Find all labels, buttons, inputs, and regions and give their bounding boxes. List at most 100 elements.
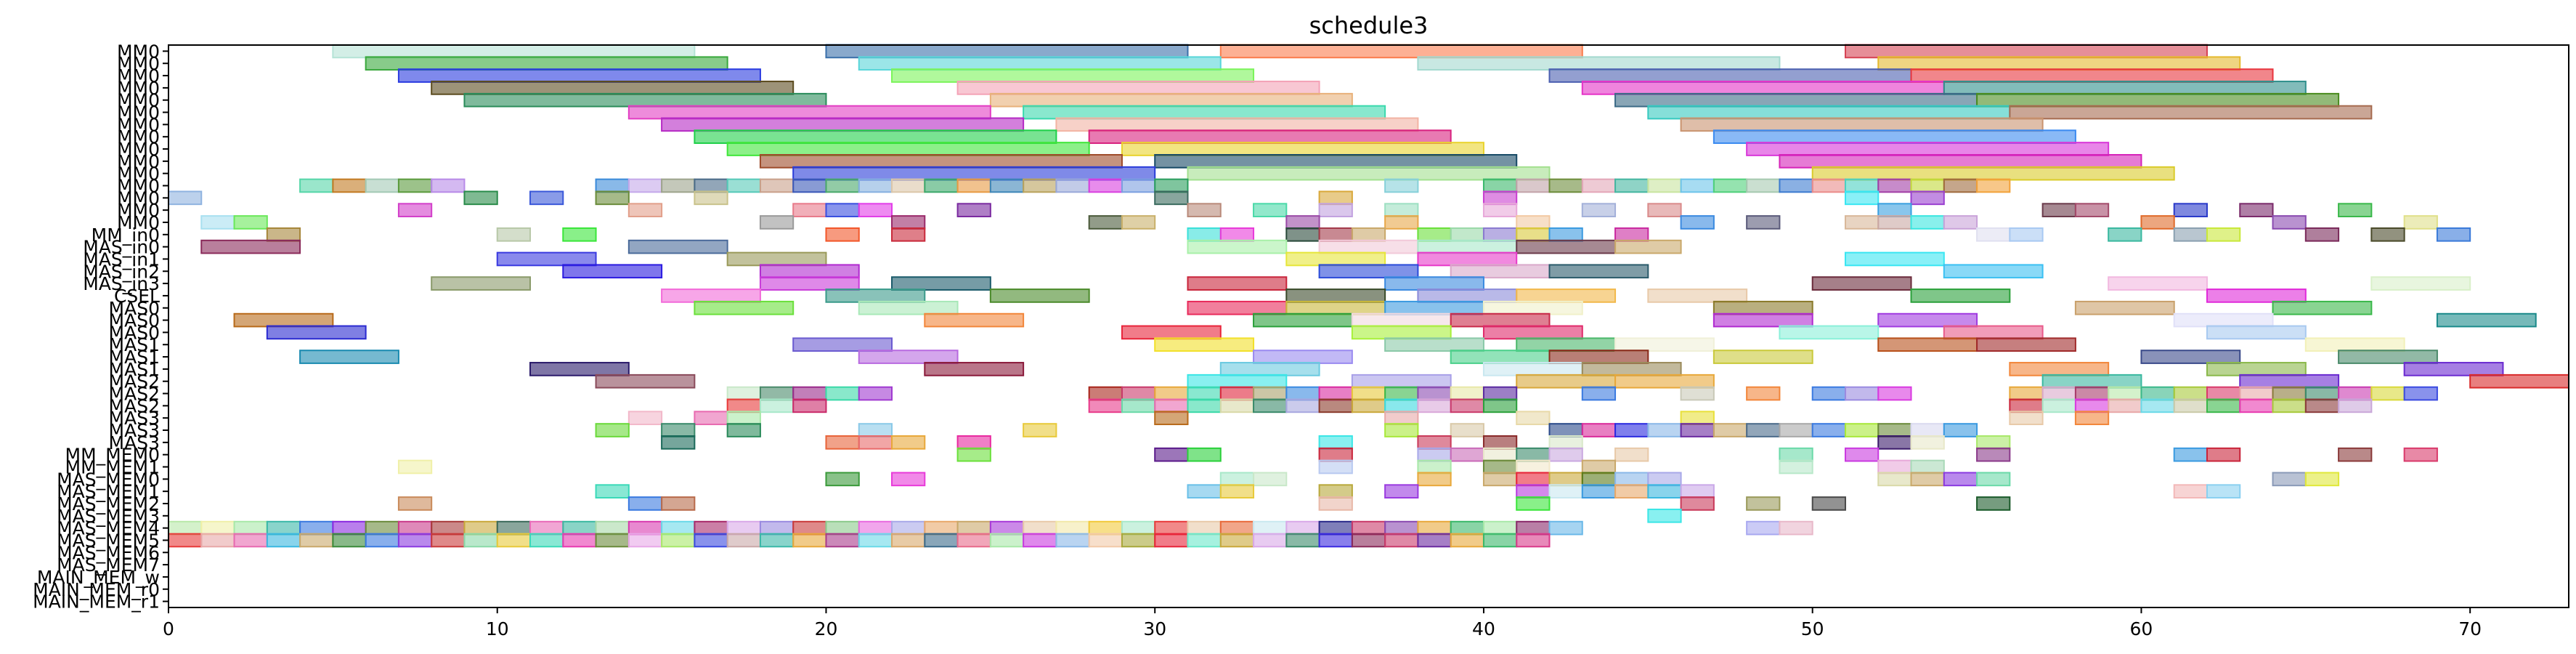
y-tick-label: MAS2 xyxy=(109,371,160,392)
task-bar xyxy=(1877,312,1978,328)
task-bar xyxy=(168,520,203,536)
task-bar xyxy=(1548,484,1583,498)
task-bar xyxy=(397,520,433,536)
task-bar xyxy=(1614,374,1715,389)
task-bar xyxy=(463,190,498,206)
task-bar xyxy=(1581,423,1617,437)
task-bar xyxy=(1417,239,1518,254)
task-bar xyxy=(1614,472,1649,487)
y-tick-label: CSEL xyxy=(114,286,160,307)
task-bar xyxy=(825,533,860,548)
task-bar xyxy=(726,423,761,437)
task-bar xyxy=(1088,533,1123,548)
task-bar xyxy=(1844,190,1880,206)
task-bar xyxy=(1450,264,1551,279)
task-bar xyxy=(2041,386,2076,401)
task-bar xyxy=(332,533,367,548)
task-bar xyxy=(2206,447,2241,462)
task-bar xyxy=(956,447,991,462)
task-bar xyxy=(1779,325,1880,340)
task-bar xyxy=(332,520,367,536)
task-bar xyxy=(661,178,696,193)
task-bar xyxy=(1351,374,1452,389)
y-tick-label: MM0 xyxy=(117,78,160,99)
task-bar xyxy=(989,92,1353,108)
task-bar xyxy=(2206,288,2307,303)
task-bar xyxy=(1516,459,1551,475)
task-bar xyxy=(989,288,1090,303)
x-tick-label: 0 xyxy=(163,618,174,639)
task-bar xyxy=(200,215,235,230)
task-bar xyxy=(1680,411,1715,426)
task-bar xyxy=(2304,398,2340,413)
y-tick-label: MAS3 xyxy=(109,408,160,429)
x-tick-label: 10 xyxy=(486,618,509,639)
task-bar xyxy=(858,435,893,450)
task-bar xyxy=(1154,337,1255,352)
task-bar xyxy=(956,81,1320,95)
task-bar xyxy=(1417,251,1518,267)
task-bar xyxy=(1450,533,1484,548)
task-bar xyxy=(2338,203,2373,217)
task-bar xyxy=(1154,386,1189,401)
task-bar xyxy=(1647,288,1748,303)
task-bar xyxy=(1548,264,1649,279)
task-bar xyxy=(1384,276,1484,291)
task-bar xyxy=(858,386,893,401)
task-bar xyxy=(792,398,827,413)
task-bar xyxy=(2239,203,2274,217)
task-bar xyxy=(2009,398,2044,413)
task-bar xyxy=(1351,533,1386,548)
task-bar xyxy=(529,520,564,536)
task-bar xyxy=(299,350,399,364)
task-bar xyxy=(2074,411,2110,426)
task-bar xyxy=(2304,227,2340,242)
task-bar xyxy=(1811,178,1846,193)
task-bar xyxy=(1548,447,1583,462)
task-bar xyxy=(2370,386,2405,401)
task-bar xyxy=(562,533,597,548)
task-bar xyxy=(1055,117,1419,132)
task-bar xyxy=(1450,386,1484,401)
task-bar xyxy=(1910,459,1945,475)
task-bar xyxy=(759,264,860,279)
task-bar xyxy=(1219,533,1255,548)
task-bar xyxy=(562,264,663,279)
task-bars xyxy=(168,44,2569,548)
task-bar xyxy=(1614,447,1649,462)
task-bar xyxy=(726,142,1090,156)
task-bar xyxy=(562,227,597,242)
task-bar xyxy=(397,496,433,511)
task-bar xyxy=(891,435,926,450)
task-bar xyxy=(1877,472,1912,487)
task-bar xyxy=(2173,484,2208,498)
task-bar xyxy=(1779,178,1813,193)
task-bar xyxy=(627,496,663,511)
task-bar xyxy=(1614,178,1649,193)
task-bar xyxy=(1219,44,1583,59)
task-bar xyxy=(2140,215,2175,230)
task-bar xyxy=(1581,362,1682,376)
task-bar xyxy=(1351,386,1386,401)
task-bar xyxy=(1482,227,1518,242)
task-bar xyxy=(792,533,827,548)
task-bar xyxy=(365,533,399,548)
task-bar xyxy=(2272,215,2307,230)
task-bar xyxy=(1154,447,1189,462)
task-bar xyxy=(2338,398,2373,413)
task-bar xyxy=(397,203,433,217)
task-bar xyxy=(1253,312,1353,328)
task-bar xyxy=(2074,398,2110,413)
task-bar xyxy=(891,227,926,242)
task-bar xyxy=(1023,178,1057,193)
y-tick-label: MAS_in1 xyxy=(83,249,160,270)
task-bar xyxy=(1548,68,1912,83)
task-bar xyxy=(627,178,663,193)
y-tick-label: MM0 xyxy=(117,164,160,185)
y-tick-label: MAS_MEM0 xyxy=(57,469,160,490)
task-bar xyxy=(792,178,827,193)
task-bar xyxy=(1844,44,2208,59)
task-bar xyxy=(924,178,959,193)
task-bar xyxy=(1548,472,1583,487)
task-bar xyxy=(1976,496,2011,511)
